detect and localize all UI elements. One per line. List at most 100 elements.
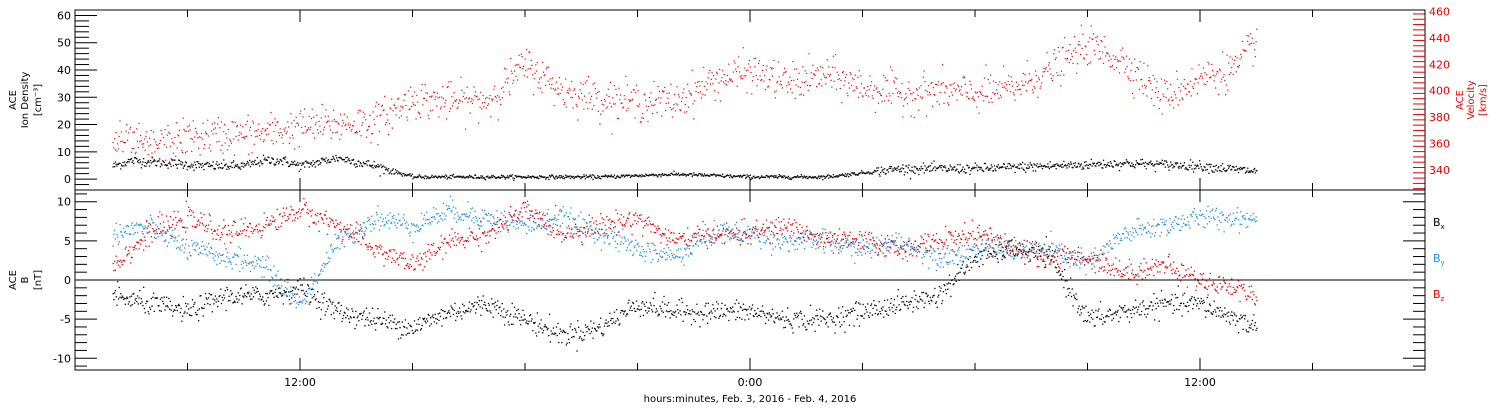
- velocity-point: [672, 107, 674, 109]
- velocity-point: [759, 75, 761, 77]
- density-point: [928, 170, 931, 172]
- velocity-point: [1025, 90, 1028, 92]
- Bx-point: [703, 314, 706, 316]
- By-point: [284, 280, 286, 283]
- Bx-point: [408, 332, 410, 334]
- Bx-point: [131, 304, 133, 306]
- velocity-point: [1022, 84, 1024, 86]
- Bx-point: [522, 309, 524, 311]
- density-point: [813, 176, 816, 178]
- velocity-point: [1207, 61, 1209, 64]
- density-point: [222, 167, 224, 169]
- velocity-point: [1100, 39, 1102, 42]
- velocity-point: [1205, 74, 1208, 76]
- density-point: [1144, 165, 1146, 168]
- density-point: [1070, 161, 1072, 163]
- Bx-point: [1086, 319, 1089, 322]
- By-point: [246, 254, 249, 256]
- density-point: [1043, 164, 1045, 167]
- Bx-point: [719, 315, 721, 318]
- By-point: [240, 263, 242, 266]
- density-point: [556, 177, 558, 180]
- density-point: [661, 174, 663, 176]
- density-point: [1195, 165, 1198, 167]
- velocity-point: [1150, 97, 1153, 100]
- Bx-point: [1009, 240, 1011, 242]
- velocity-point: [1156, 81, 1158, 83]
- velocity-point: [908, 81, 910, 83]
- Bx-point: [783, 320, 786, 322]
- density-point: [233, 160, 235, 162]
- density-point: [639, 174, 642, 177]
- velocity-point: [1242, 49, 1244, 51]
- velocity-point: [878, 91, 880, 93]
- density-point: [889, 165, 891, 168]
- density-point: [320, 161, 322, 164]
- Bx-point: [283, 289, 285, 292]
- density-point: [545, 177, 548, 179]
- density-point: [893, 170, 895, 172]
- Bx-point: [1096, 316, 1099, 318]
- velocity-point: [977, 96, 979, 98]
- velocity-point: [1174, 94, 1176, 96]
- density-point: [898, 168, 900, 171]
- density-point: [1199, 163, 1202, 165]
- velocity-point: [864, 92, 867, 94]
- velocity-point: [689, 92, 691, 94]
- velocity-point: [586, 80, 588, 82]
- density-point: [777, 176, 780, 178]
- velocity-point: [126, 124, 128, 126]
- density-point: [501, 176, 503, 178]
- density-point: [703, 175, 705, 177]
- Bx-point: [470, 309, 472, 311]
- Bx-point: [842, 316, 844, 318]
- density-point: [1084, 165, 1086, 167]
- Bx-point: [222, 299, 224, 301]
- Bx-point: [422, 317, 424, 320]
- velocity-point: [968, 98, 970, 100]
- velocity-point: [227, 128, 229, 131]
- density-point: [380, 164, 382, 166]
- density-point: [1161, 159, 1163, 161]
- By-point: [230, 261, 232, 263]
- velocity-point: [1026, 60, 1028, 62]
- Bx-point: [490, 312, 492, 314]
- Bx-point: [1155, 308, 1157, 310]
- velocity-point: [1091, 38, 1093, 40]
- Bx-point: [207, 302, 209, 305]
- velocity-point: [577, 95, 580, 97]
- Bx-point: [452, 313, 455, 316]
- velocity-point: [621, 102, 623, 104]
- Bx-point: [926, 295, 928, 298]
- density-point: [603, 175, 606, 178]
- By-point: [175, 247, 178, 249]
- density-point: [436, 177, 439, 179]
- velocity-point: [597, 91, 599, 94]
- density-point: [458, 175, 460, 178]
- density-point: [1163, 160, 1166, 162]
- By-point: [223, 243, 226, 245]
- velocity-point: [1119, 60, 1121, 62]
- velocity-point: [1113, 68, 1115, 71]
- Bx-point: [1185, 305, 1187, 307]
- velocity-point: [1108, 59, 1110, 62]
- density-point: [752, 176, 754, 178]
- velocity-point: [561, 89, 563, 91]
- velocity-point: [918, 109, 920, 111]
- density-point: [1142, 162, 1144, 164]
- Bx-point: [1060, 273, 1062, 275]
- density-point: [139, 158, 141, 161]
- Bx-point: [1214, 309, 1216, 311]
- density-point: [182, 167, 184, 169]
- density-point: [774, 176, 777, 178]
- velocity-point: [615, 88, 617, 91]
- Bx-point: [246, 292, 249, 294]
- Bx-point: [499, 306, 501, 308]
- density-point: [1247, 171, 1250, 173]
- velocity-point: [341, 125, 343, 127]
- density-point: [954, 166, 956, 168]
- Bx-point: [175, 306, 178, 308]
- Bx-point: [284, 291, 287, 294]
- Bx-point: [969, 256, 971, 258]
- velocity-point: [503, 67, 506, 69]
